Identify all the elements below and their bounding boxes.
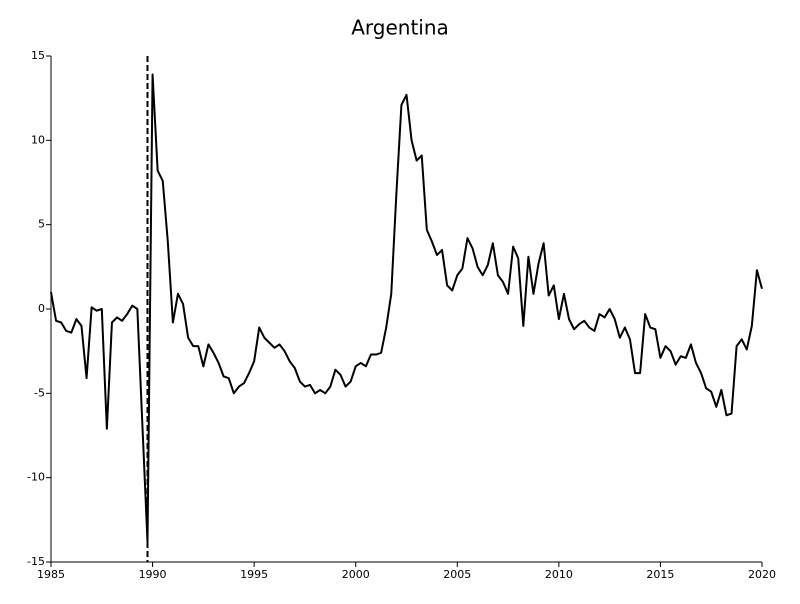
chart-title: Argentina [351, 16, 449, 40]
x-tick-label: 1990 [139, 568, 167, 581]
y-tick-label: 5 [38, 218, 45, 231]
data-line [50, 73, 763, 543]
y-tick-label: -10 [27, 471, 45, 484]
x-tick-label: 2015 [646, 568, 674, 581]
x-tick-label: 2020 [748, 568, 776, 581]
x-tick-label: 1995 [240, 568, 268, 581]
x-tick-label: 1985 [37, 568, 65, 581]
y-tick-label: -5 [34, 386, 45, 399]
y-tick-label: 15 [31, 49, 45, 62]
x-tick-label: 2005 [443, 568, 471, 581]
x-tick-label: 2010 [545, 568, 573, 581]
x-tick-label: 2000 [342, 568, 370, 581]
y-tick-label: -15 [27, 555, 45, 568]
y-tick-label: 0 [38, 302, 45, 315]
y-tick-label: 10 [31, 133, 45, 146]
